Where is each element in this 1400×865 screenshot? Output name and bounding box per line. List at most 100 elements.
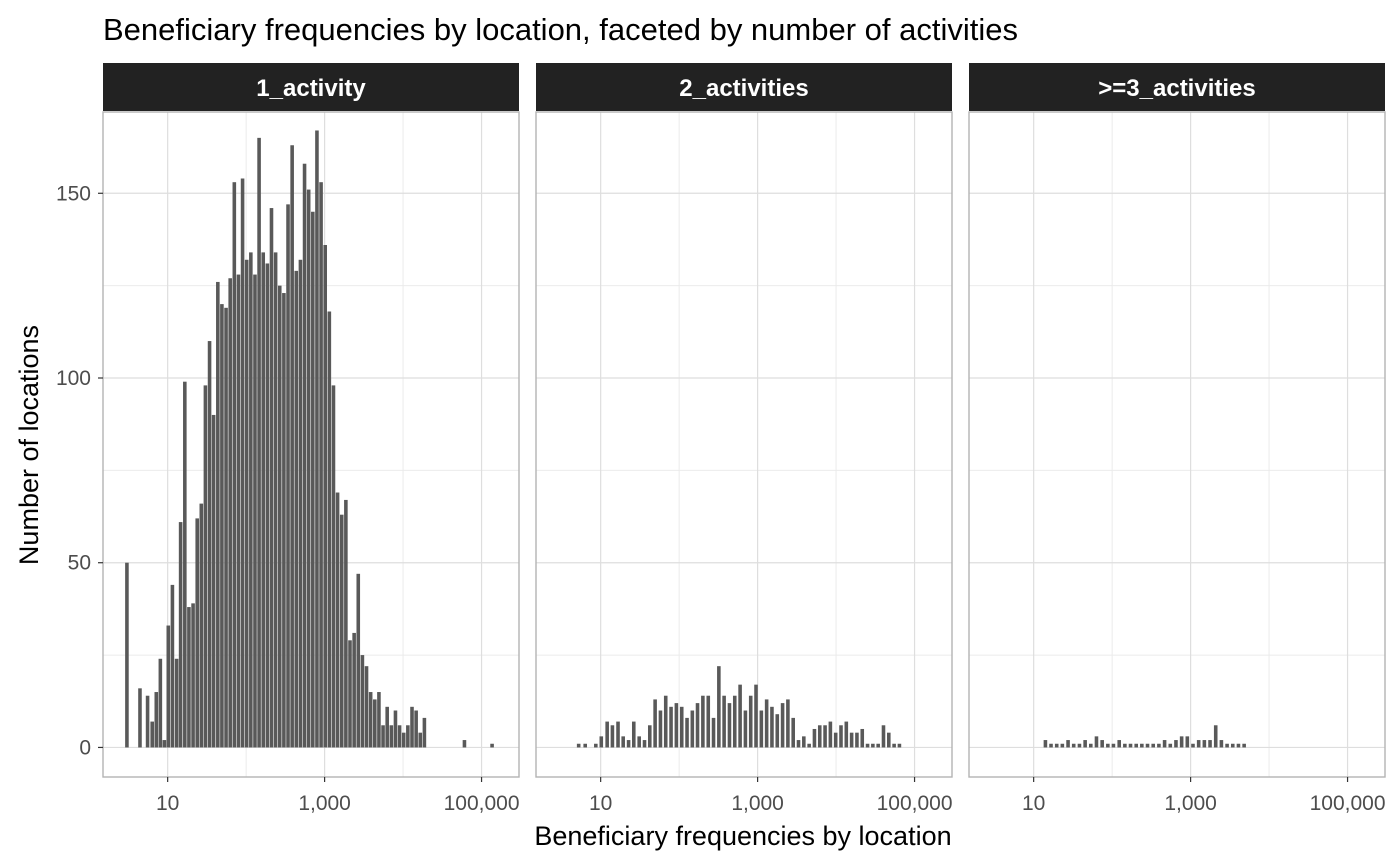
histogram-bar	[373, 699, 377, 748]
histogram-bar	[1071, 743, 1076, 748]
y-tick-label: 50	[68, 552, 91, 575]
x-tick-label: 100,000	[877, 792, 953, 815]
histogram-bar	[642, 740, 647, 748]
histogram-bar	[1140, 743, 1144, 748]
panel-border	[535, 111, 953, 778]
histogram-bar	[410, 706, 414, 748]
histogram-bar	[178, 522, 183, 748]
histogram-bar	[759, 710, 764, 748]
histogram-bar	[754, 684, 758, 748]
x-tick-label: 10	[589, 792, 612, 815]
histogram-bar	[1179, 736, 1184, 748]
histogram-bar	[701, 695, 705, 748]
histogram-bar	[748, 695, 753, 748]
histogram-bar	[174, 658, 179, 748]
histogram-bar	[685, 717, 689, 748]
histogram-bar	[1185, 736, 1190, 748]
panel-background	[969, 112, 1385, 777]
x-axis-title: Beneficiary frequencies by location	[534, 821, 951, 851]
histogram-bar	[653, 699, 657, 748]
histogram-bar	[775, 714, 780, 748]
histogram-bar	[183, 381, 187, 748]
panel-background	[536, 112, 952, 777]
histogram-bar	[422, 717, 427, 748]
facet-strip-label: 1_activity	[256, 75, 366, 102]
histogram-bar	[269, 208, 274, 748]
histogram-bar	[389, 725, 394, 748]
histogram-bar	[669, 706, 673, 748]
histogram-bar	[191, 603, 195, 748]
histogram-bar	[170, 584, 175, 748]
histogram-bar	[462, 740, 467, 748]
histogram-bar	[849, 732, 854, 748]
histogram-bar	[679, 706, 684, 748]
histogram-bar	[583, 743, 587, 748]
histogram-bar	[356, 573, 361, 748]
histogram-bar	[1043, 740, 1048, 748]
histogram-bar	[331, 385, 336, 748]
histogram-bar	[199, 503, 204, 748]
histogram-bar	[298, 259, 303, 748]
histogram-bar	[839, 725, 843, 748]
histogram-bar	[158, 658, 163, 748]
histogram-bar	[344, 499, 348, 748]
histogram-bar	[690, 710, 695, 748]
histogram-bar	[892, 743, 896, 748]
histogram-bar	[871, 743, 875, 748]
histogram-bar	[1168, 743, 1173, 748]
histogram-bar	[881, 725, 886, 748]
histogram-bar	[1083, 740, 1087, 748]
histogram-bar	[1077, 743, 1082, 748]
histogram-bar	[1100, 740, 1104, 748]
histogram-bar	[1208, 740, 1212, 748]
histogram-bar	[876, 743, 880, 748]
facet-panel: 1_activity 10 1,000 100,000	[102, 63, 520, 815]
histogram-bar	[764, 699, 769, 748]
histogram-bar	[381, 725, 385, 748]
histogram-bar	[1049, 743, 1053, 748]
histogram-bar	[722, 695, 726, 748]
histogram-bar	[1236, 743, 1241, 748]
histogram-bar	[166, 625, 171, 748]
histogram-bar	[348, 640, 352, 748]
histogram-bar	[1134, 743, 1139, 748]
histogram-bar	[1219, 740, 1224, 748]
histogram-bar	[490, 743, 494, 748]
histogram-bar	[833, 732, 838, 748]
histogram-bar	[1202, 740, 1207, 748]
histogram-bar	[294, 270, 299, 748]
histogram-bar	[1128, 743, 1133, 748]
facet-strip	[103, 63, 519, 111]
histogram-bar	[1054, 743, 1059, 748]
histogram-bar	[887, 732, 891, 748]
histogram-bar	[282, 293, 286, 748]
histogram-bar	[1242, 743, 1246, 748]
histogram-bar	[418, 732, 423, 748]
histogram-bar	[211, 414, 216, 748]
histogram-bar	[786, 699, 790, 748]
histogram-bar	[228, 278, 232, 748]
histogram-bar	[240, 178, 245, 748]
histogram-bar	[232, 182, 237, 748]
histogram-bar	[706, 695, 711, 748]
histogram-bar	[796, 740, 801, 748]
histogram-bar	[1089, 743, 1093, 748]
panel-background	[103, 112, 519, 777]
x-tick-label: 1,000	[731, 792, 784, 815]
histogram-bar	[1196, 740, 1201, 748]
y-axis-title: Number of locations	[14, 325, 44, 565]
facet-panel: >=3_activities 10 1,000 100,000	[968, 63, 1386, 815]
histogram-bar	[817, 725, 822, 748]
histogram-bar	[1111, 743, 1116, 748]
histogram-bar	[807, 743, 811, 748]
histogram-bar	[339, 514, 344, 748]
histogram-bar	[150, 721, 154, 748]
histogram-bar	[855, 732, 859, 748]
histogram-bar	[385, 706, 389, 748]
histogram-bar	[605, 721, 609, 748]
x-tick-label: 10	[156, 792, 179, 815]
histogram-bar	[1157, 743, 1161, 748]
histogram-bar	[327, 311, 332, 748]
facet-strip-label: 2_activities	[679, 75, 808, 102]
